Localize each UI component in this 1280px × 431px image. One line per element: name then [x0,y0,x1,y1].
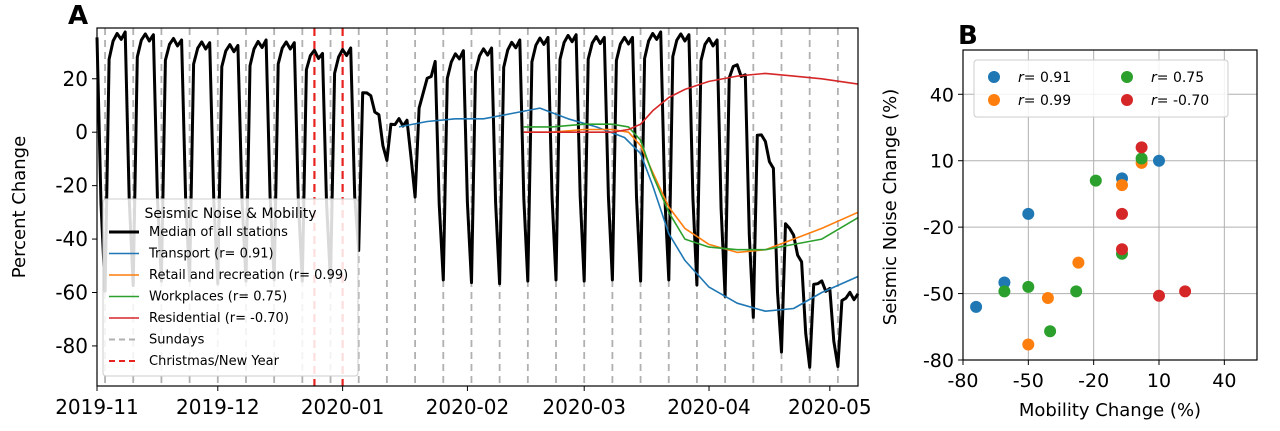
legend-entry: Transport (r= 0.91) [148,247,274,262]
series-median-line [95,30,860,369]
panel-b-x-ticks: -80 -50 -20 10 40 [947,360,1236,392]
x-tick-label: 2020-01 [301,395,385,419]
x-tick-label: 2019-12 [176,395,260,419]
scatter-point [1041,292,1054,304]
legend-r-symbol: r [1151,93,1158,109]
legend-entry: r= 0.75 [1151,70,1204,86]
scatter-point [1070,285,1083,298]
panel-b-y-ticks: 40 10 -20 -50 -80 [923,84,963,372]
y-tick-label: -40 [55,227,88,251]
series-line [523,72,859,133]
scatter-point [998,276,1011,289]
scatter-point [1022,280,1035,293]
scatter-point [1022,207,1035,220]
panel-a: 20 0 -20 -40 -60 -80 2019-11 2019-12 2020-01 202… [9,1,872,419]
legend-r-symbol: r [1018,70,1025,86]
x-tick-label: 10 [1147,370,1171,392]
panel-a-reference-lines [104,28,839,386]
scatter-point [1135,152,1148,165]
legend-r-value: = -0.70 [1157,93,1209,109]
scatter-point [1153,289,1165,302]
y-tick-label: 10 [930,151,954,173]
x-tick-label: 40 [1212,370,1236,392]
scatter-point [1089,174,1102,187]
y-tick-label: -20 [55,174,88,198]
x-tick-label: 2020-05 [788,395,872,419]
legend-marker [988,94,1000,106]
scatter-point [998,285,1011,298]
scatter-point [970,300,983,313]
y-tick-label: 0 [75,120,88,144]
scatter-point [1072,256,1085,269]
scatter-point [1116,243,1128,256]
legend-r-value: = 0.75 [1157,70,1204,86]
x-tick-label: 2020-03 [542,395,626,419]
panel-a-x-ticks: 2019-11 2019-12 2020-01 2020-02 2020-03 2020-… [55,386,872,419]
series-line [523,123,859,251]
panel-b-legend: r= 0.91 r= 0.75r= 0.99 r= -0.70 [973,59,1229,118]
legend-entry: r= 0.99 [1018,93,1071,109]
panel-b-x-axis-label: Mobility Change (%) [1019,400,1201,421]
y-tick-label: 20 [63,67,88,91]
legend-r-value: = 0.99 [1024,93,1071,109]
y-tick-label: 40 [930,84,954,106]
legend-entry: r= -0.70 [1151,93,1209,109]
panel-a-series [95,30,860,369]
legend-marker [1121,94,1133,106]
scatter-point [1116,207,1128,220]
y-tick-label: -60 [55,280,88,304]
scatter-point [1022,338,1035,351]
panel-a-letter: A [68,1,88,31]
legend-title: Seismic Noise & Mobility [145,206,317,222]
scatter-point [1153,154,1165,167]
panel-b-points [970,141,1192,351]
panel-b-y-axis-label: Seismic Noise Change (%) [880,89,901,325]
legend-box [102,198,359,377]
series-line [523,128,859,254]
legend-r-value: = 0.91 [1024,70,1071,86]
legend-entry: Residential (r= -0.70) [149,311,289,326]
legend-entry: Workplaces (r= 0.75) [149,290,287,305]
legend-marker [988,71,1000,83]
legend-entry: Sundays [149,333,205,348]
x-tick-label: -80 [947,370,978,392]
panel-a-y-ticks: 20 0 -20 -40 -60 -80 [55,67,97,358]
legend-marker [1121,71,1133,83]
x-tick-label: -20 [1078,370,1109,392]
legend-entry: Retail and recreation (r= 0.99) [149,268,348,283]
x-tick-label: 2019-11 [55,395,139,419]
scatter-point [1179,285,1192,298]
legend-entry: Christmas/New Year [149,354,280,369]
y-tick-label: -50 [923,284,954,306]
legend-box [973,59,1229,118]
legend-entry: r= 0.91 [1018,70,1071,86]
x-tick-label: 2020-02 [426,395,510,419]
y-tick-label: -80 [55,334,88,358]
panel-a-legend: Seismic Noise & Mobility Median of all st… [102,198,359,377]
y-tick-label: -80 [923,350,954,372]
legend-r-symbol: r [1151,70,1158,86]
series-line [398,107,859,312]
panel-a-y-axis-label: Percent Change [9,136,30,278]
scatter-point [1135,141,1148,154]
y-tick-label: -20 [923,217,954,239]
x-tick-label: 2020-04 [667,395,751,419]
scatter-point [1044,325,1057,338]
legend-entry: Median of all stations [149,225,288,240]
panel-b-letter: B [958,21,978,51]
panel-a-frame [96,27,859,387]
scatter-point [1116,179,1128,192]
legend-r-symbol: r [1018,93,1025,109]
panel-b: 40 10 -20 -50 -80 -80 -50 -20 10 40 Mobility Cha… [880,21,1258,421]
panel-b-frame [962,49,1258,361]
x-tick-label: -50 [1013,370,1044,392]
